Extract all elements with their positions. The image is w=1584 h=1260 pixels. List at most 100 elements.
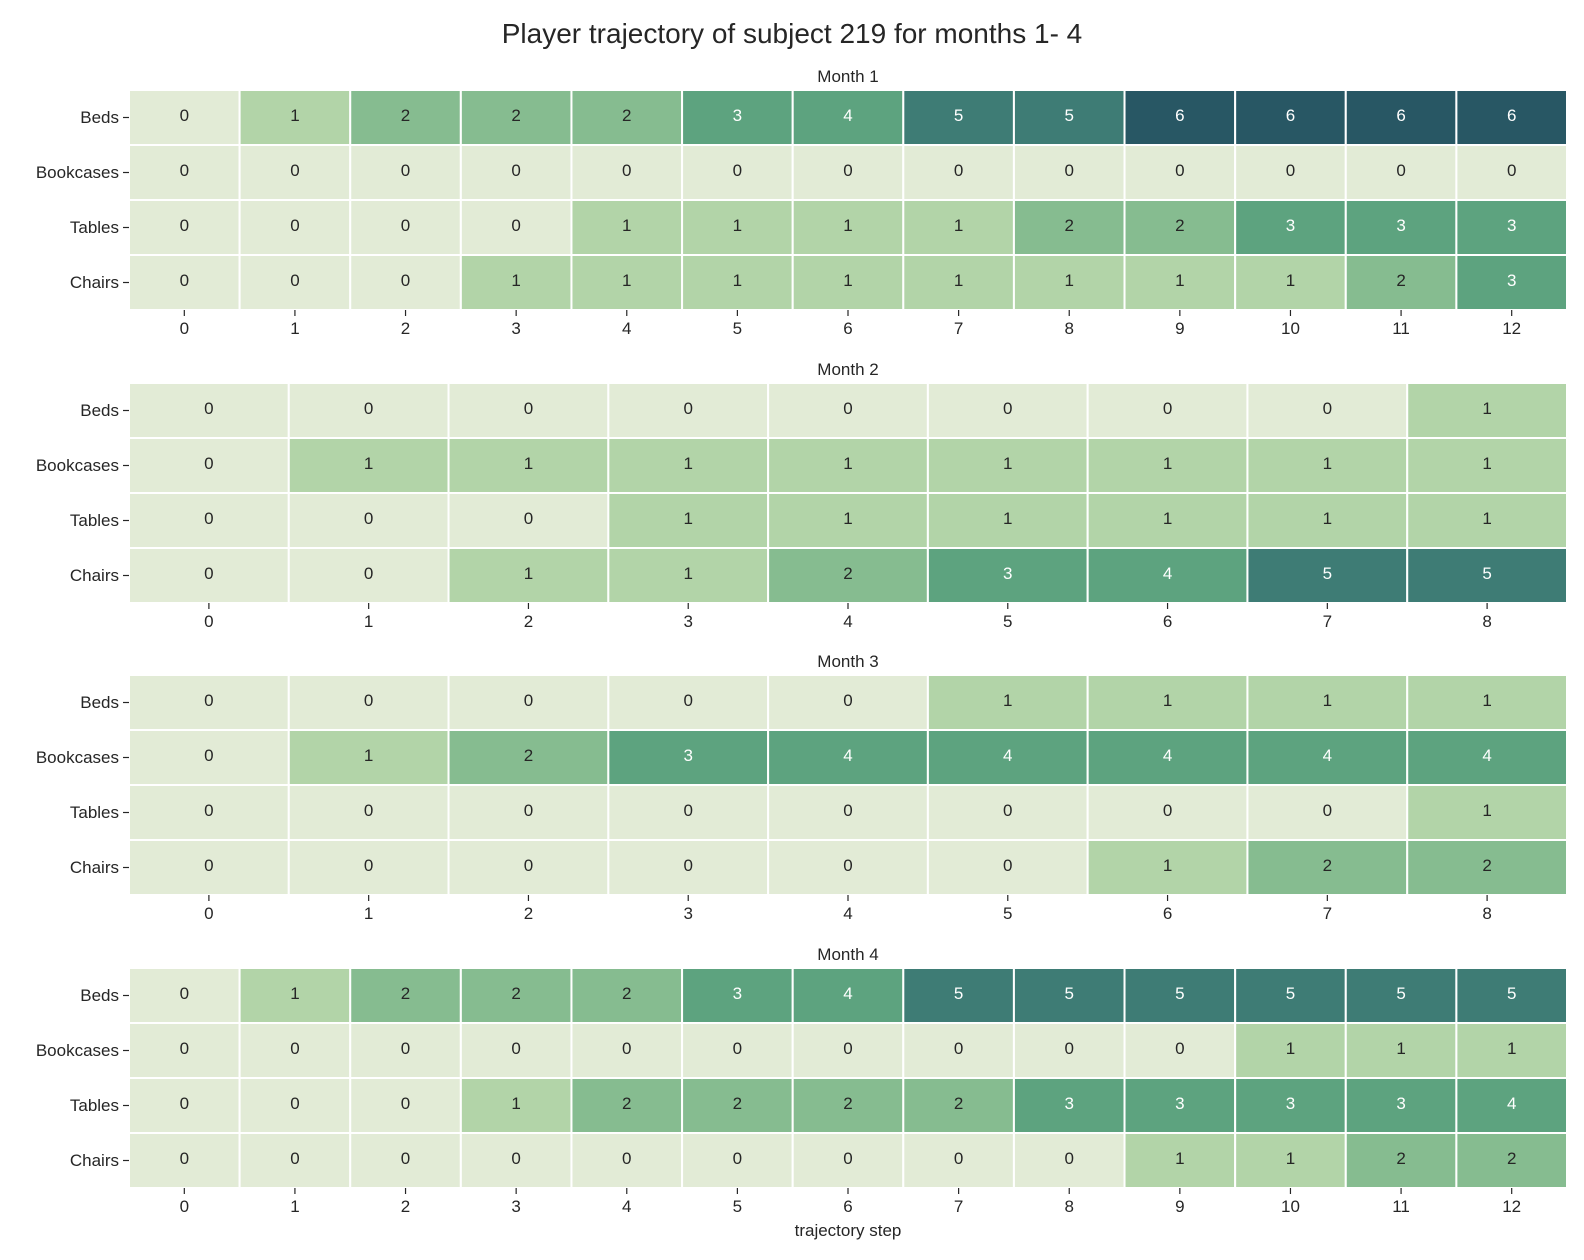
heatmap-cell [791, 1132, 905, 1189]
cell-value-label: 2 [401, 106, 410, 125]
cell-value-label: 1 [1175, 1149, 1184, 1168]
cell-value-label: 2 [1507, 1149, 1516, 1168]
cell-value-label: 1 [733, 216, 742, 235]
x-tick-label: 1 [290, 1197, 299, 1216]
heatmap-cell [791, 967, 905, 1024]
x-tick-label: 6 [1163, 904, 1172, 923]
panel-title: Month 2 [817, 360, 878, 379]
cell-value-label: 1 [843, 216, 852, 235]
x-tick-label: 11 [1392, 1197, 1410, 1216]
cell-value-label: 1 [683, 564, 692, 583]
heatmap-cell [349, 967, 462, 1024]
cell-value-label: 0 [1003, 399, 1012, 418]
cell-value-label: 0 [1163, 801, 1172, 820]
cell-value-label: 0 [843, 1149, 852, 1168]
heatmap-cell [767, 729, 929, 786]
heatmap-cell [570, 254, 684, 311]
x-tick-label: 12 [1502, 319, 1521, 338]
heatmap-cell [287, 547, 450, 604]
cell-value-label: 2 [511, 106, 520, 125]
cell-value-label: 0 [683, 399, 692, 418]
y-tick-label: Beds [80, 401, 119, 420]
cell-value-label: 0 [204, 454, 213, 473]
cell-value-label: 1 [511, 1094, 520, 1113]
heatmap-cell [1012, 1022, 1126, 1079]
x-tick-label: 0 [180, 1197, 189, 1216]
x-tick-label: 0 [180, 319, 189, 338]
heatmap-cell [902, 967, 1015, 1024]
x-tick-label: 7 [954, 1197, 963, 1216]
cell-value-label: 0 [204, 746, 213, 765]
cell-value-label: 0 [401, 271, 410, 290]
cell-value-label: 1 [524, 454, 533, 473]
heatmap-cell [1406, 492, 1568, 549]
cell-value-label: 0 [180, 984, 189, 1003]
cell-value-label: 1 [1323, 691, 1332, 710]
y-tick-label: Tables [70, 1096, 119, 1115]
cell-value-label: 0 [180, 1094, 189, 1113]
cell-value-label: 0 [1003, 856, 1012, 875]
heatmap-cell [926, 674, 1089, 731]
heatmap-cell [1455, 89, 1569, 146]
x-axis-label: trajectory step [795, 1221, 902, 1240]
cell-value-label: 5 [1064, 984, 1073, 1003]
heatmap-cell [1012, 1132, 1126, 1189]
cell-value-label: 4 [1163, 564, 1172, 583]
cell-value-label: 3 [1507, 271, 1516, 290]
heatmap-cell [447, 382, 610, 439]
cell-value-label: 3 [1286, 216, 1295, 235]
heatmap-cell [1455, 254, 1569, 311]
heatmap-cell [1086, 437, 1249, 494]
heatmap-cell [1123, 89, 1237, 146]
x-tick-label: 6 [1163, 612, 1172, 631]
cell-value-label: 1 [733, 271, 742, 290]
heatmap-cell [1406, 729, 1568, 786]
cell-value-label: 2 [622, 984, 631, 1003]
heatmap-cell [902, 1132, 1015, 1189]
cell-value-label: 1 [843, 271, 852, 290]
cell-value-label: 6 [1507, 106, 1516, 125]
cell-value-label: 1 [1482, 399, 1491, 418]
heatmap-cell [1344, 199, 1458, 256]
x-tick-label: 5 [733, 1197, 742, 1216]
heatmap-cell [1246, 784, 1409, 841]
heatmap-cell [447, 729, 610, 786]
cell-value-label: 1 [683, 454, 692, 473]
cell-value-label: 0 [622, 161, 631, 180]
panel-3: Month 3 0 0 0 0 0 1 1 1 1 0 1 2 3 4 4 4 4 4 0 0 0 0 0 0 0 0 1 0 0 0 0 0 0… [36, 652, 1568, 923]
x-tick-label: 7 [1323, 612, 1332, 631]
heatmap-cell [1344, 1077, 1458, 1134]
cell-value-label: 0 [524, 856, 533, 875]
x-tick-label: 0 [204, 904, 213, 923]
cell-value-label: 3 [733, 984, 742, 1003]
x-tick-label: 1 [364, 612, 373, 631]
cell-value-label: 4 [1482, 746, 1491, 765]
cell-value-label: 0 [1323, 801, 1332, 820]
heatmap-cell [1086, 674, 1249, 731]
heatmap-cell [349, 1077, 462, 1134]
x-tick-label: 5 [733, 319, 742, 338]
cell-value-label: 0 [364, 856, 373, 875]
heatmap-cell [1344, 89, 1458, 146]
cell-value-label: 0 [954, 1039, 963, 1058]
cell-value-label: 1 [1323, 509, 1332, 528]
cell-value-label: 0 [180, 216, 189, 235]
cell-value-label: 0 [511, 1039, 520, 1058]
heatmap-cell [459, 144, 573, 201]
cell-value-label: 0 [401, 161, 410, 180]
heatmap-cell [128, 729, 290, 786]
heatmap-cell [926, 382, 1089, 439]
heatmap-cell [767, 382, 929, 439]
heatmap-cell [1012, 967, 1126, 1024]
heatmap-cell [1123, 144, 1237, 201]
heatmap-cell [128, 1077, 241, 1134]
y-tick-label: Tables [70, 803, 119, 822]
heatmap-cell [570, 144, 684, 201]
heatmap-cell [1455, 199, 1569, 256]
cell-value-label: 0 [683, 691, 692, 710]
heatmap-cell [287, 437, 450, 494]
heatmap-cell [926, 437, 1089, 494]
cell-value-label: 1 [1003, 454, 1012, 473]
heatmap-cell [1455, 1022, 1569, 1079]
heatmap-cell [1234, 254, 1347, 311]
